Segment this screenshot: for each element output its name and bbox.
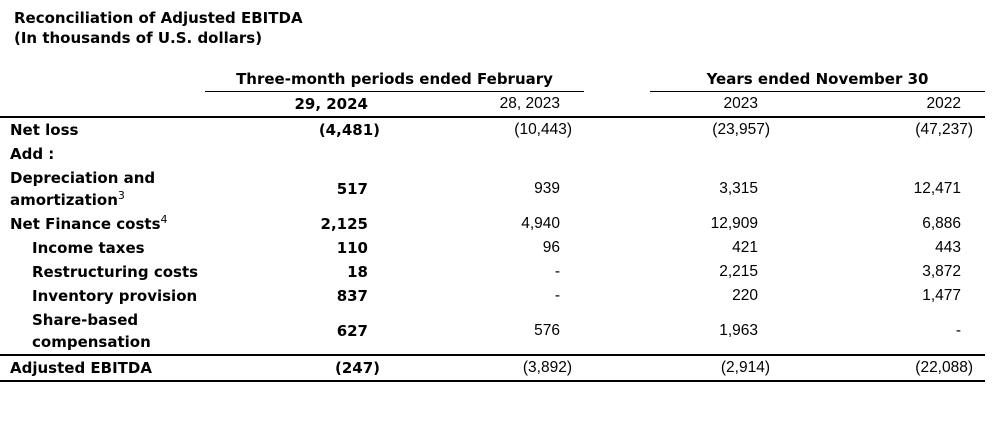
table-row-restructuring-costs: Restructuring costs 18 - 2,215 3,872 <box>0 260 985 284</box>
row-label-text: Net loss <box>10 121 79 139</box>
group-header-years-ended: Years ended November 30 <box>650 68 986 92</box>
value-cell: 421 <box>732 239 759 256</box>
group-header-three-month-periods: Three-month periods ended February <box>205 68 585 92</box>
value-cell: (23,957) <box>712 121 771 138</box>
row-label-text: Adjusted EBITDA <box>10 359 152 377</box>
corner-cell <box>0 66 205 92</box>
row-label: Net loss <box>0 117 205 142</box>
table-row-adjusted-ebitda: Adjusted EBITDA (247) (3,892) (2,914) (2… <box>0 354 986 382</box>
footnote-superscript: 4 <box>160 213 168 226</box>
value-cell: 12,471 <box>913 180 962 197</box>
row-label: Inventory provision <box>0 284 205 308</box>
page: Reconciliation of Adjusted EBITDA (In th… <box>0 8 996 382</box>
value-cell: - <box>955 322 962 339</box>
row-label-text: Add : <box>10 145 55 163</box>
page-title: Reconciliation of Adjusted EBITDA (In th… <box>14 8 996 48</box>
group-header-cell: Years ended November 30 <box>584 66 986 92</box>
column-header-feb-29-2024: 29, 2024 <box>205 92 392 118</box>
table-row-net-finance-costs: Net Finance costs4 2,125 4,940 12,909 6,… <box>0 212 985 236</box>
value-cell: 3,315 <box>719 180 759 197</box>
value-cell: (4,481) <box>318 121 380 139</box>
value-cell: 3,872 <box>922 263 962 280</box>
value-cell: - <box>554 263 561 280</box>
value-cell: 576 <box>534 322 561 339</box>
table-row-share-based-compensation: Share-based compensation 627 576 1,963 - <box>0 308 985 355</box>
column-header-row: 29, 2024 28, 2023 2023 2022 <box>0 92 986 118</box>
title-line-2: (In thousands of U.S. dollars) <box>14 29 263 47</box>
value-cell: 517 <box>336 180 368 198</box>
value-cell: 12,909 <box>710 215 759 232</box>
value-cell: 18 <box>347 263 368 281</box>
row-label-text: Income taxes <box>32 239 145 257</box>
column-header-2022: 2022 <box>782 92 986 118</box>
value-cell: 220 <box>732 287 759 304</box>
title-line-1: Reconciliation of Adjusted EBITDA <box>14 9 303 27</box>
row-label-text: Depreciation and amortization <box>10 169 156 209</box>
value-cell: 6,886 <box>922 215 962 232</box>
value-cell: (3,892) <box>392 354 585 382</box>
value-cell: (10,443) <box>514 121 573 138</box>
table-row-net-loss: Net loss (4,481) (10,443) (23,957) (47,2… <box>0 117 985 142</box>
group-header-row: Three-month periods ended February Years… <box>0 66 986 92</box>
value-cell: (47,237) <box>915 121 974 138</box>
value-cell <box>584 142 782 166</box>
value-cell: 939 <box>534 180 561 197</box>
row-label: Share-based compensation <box>0 308 205 355</box>
value-cell: 837 <box>336 287 368 305</box>
row-label-text: Inventory provision <box>32 287 198 305</box>
value-cell: 2,125 <box>320 215 368 233</box>
column-header-2023: 2023 <box>584 92 783 118</box>
footnote-superscript: 3 <box>117 189 125 202</box>
row-label: Add : <box>0 142 205 166</box>
table-row-income-taxes: Income taxes 110 96 421 443 <box>0 236 985 260</box>
row-label: Income taxes <box>0 236 205 260</box>
value-cell <box>392 142 584 166</box>
ebitda-reconciliation-table: Three-month periods ended February Years… <box>0 66 986 382</box>
value-cell: (22,088) <box>782 354 986 382</box>
value-cell <box>205 142 392 166</box>
value-cell: 1,477 <box>922 287 962 304</box>
value-cell: 443 <box>935 239 962 256</box>
value-cell: 627 <box>336 322 368 340</box>
row-label: Restructuring costs <box>0 260 205 284</box>
column-header-feb-28-2023: 28, 2023 <box>392 92 585 118</box>
value-cell: - <box>554 287 561 304</box>
row-label: Net Finance costs4 <box>0 212 205 236</box>
table-row-inventory-provision: Inventory provision 837 - 220 1,477 <box>0 284 985 308</box>
value-cell: 96 <box>542 239 561 256</box>
group-header-cell: Three-month periods ended February <box>205 66 585 92</box>
value-cell: 2,215 <box>719 263 759 280</box>
value-cell: 1,963 <box>719 322 759 339</box>
row-label-text: Net Finance costs <box>10 215 161 233</box>
row-label-text: Share-based compensation <box>32 311 151 351</box>
row-label: Depreciation and amortization3 <box>0 166 205 212</box>
value-cell <box>782 142 985 166</box>
row-label-text: Restructuring costs <box>32 263 199 281</box>
value-cell: (2,914) <box>584 354 783 382</box>
value-cell: (247) <box>205 354 392 382</box>
value-cell: 110 <box>336 239 368 257</box>
table-row-depreciation-amortization: Depreciation and amortization3 517 939 3… <box>0 166 985 212</box>
corner-cell <box>0 92 205 118</box>
table-row-add: Add : <box>0 142 985 166</box>
row-label: Adjusted EBITDA <box>0 354 205 382</box>
value-cell: 4,940 <box>521 215 561 232</box>
